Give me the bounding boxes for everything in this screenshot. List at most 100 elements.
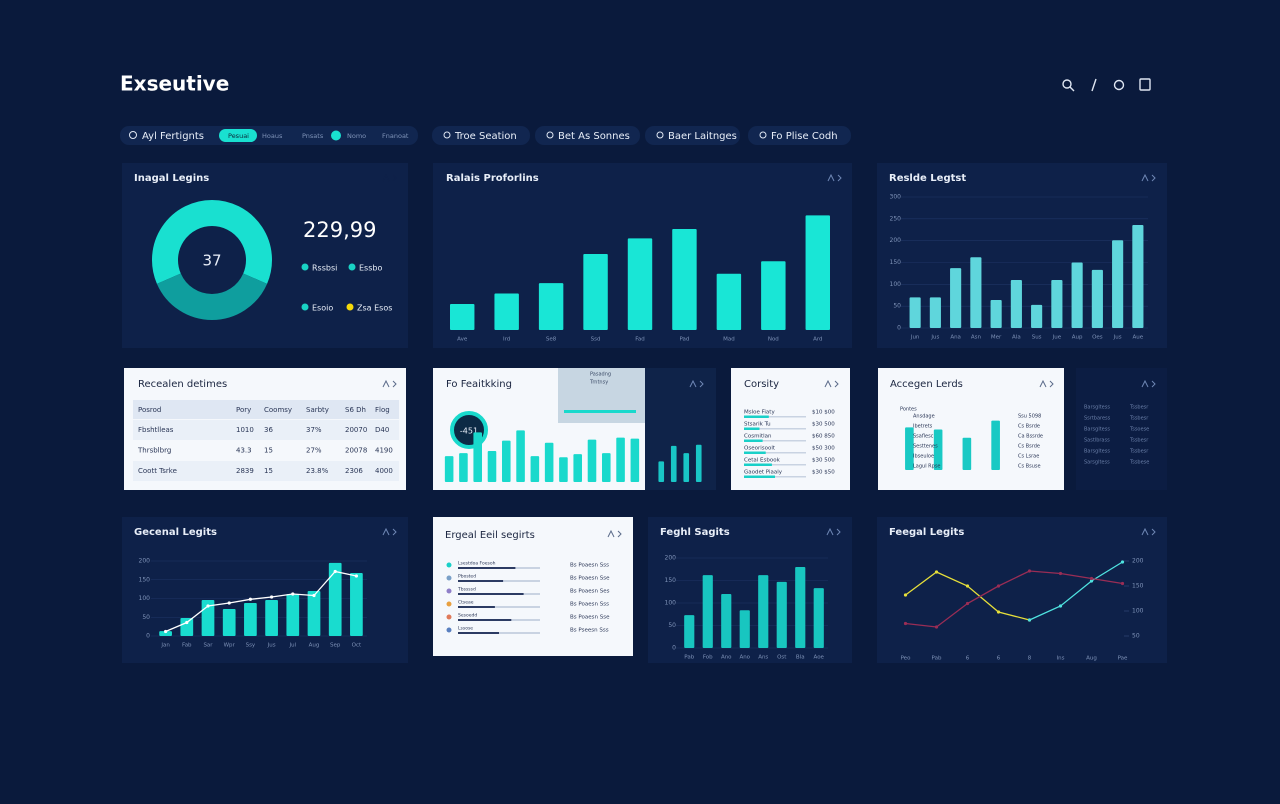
row-label: Ctseae bbox=[458, 600, 474, 606]
progress-bar bbox=[458, 580, 504, 582]
y-tick-label: 150 bbox=[665, 577, 677, 584]
row-value: Ssu 5098 bbox=[1018, 414, 1041, 420]
bar bbox=[909, 297, 921, 328]
progress-bar bbox=[744, 451, 766, 454]
pill-active[interactable] bbox=[219, 129, 257, 142]
x-tick-label: Jus bbox=[930, 335, 939, 341]
x-tick-label: Ano bbox=[721, 655, 732, 661]
filter-button-label[interactable]: Troe Seation bbox=[454, 131, 517, 142]
panel-menu[interactable] bbox=[824, 379, 839, 388]
panel-menu[interactable] bbox=[382, 527, 397, 536]
bar bbox=[559, 457, 568, 482]
save-icon[interactable] bbox=[1139, 78, 1151, 91]
y-tick-label: 100 bbox=[890, 281, 902, 288]
row-value: Bs Poaesn Sss bbox=[570, 602, 609, 608]
bar bbox=[487, 451, 497, 482]
settings-icon[interactable] bbox=[1113, 79, 1125, 91]
line-point bbox=[934, 625, 939, 629]
table-cell: 36 bbox=[264, 426, 273, 434]
x-tick-label: Bla bbox=[796, 655, 805, 661]
line-point bbox=[903, 621, 908, 626]
line-point bbox=[206, 604, 210, 608]
panel-menu[interactable] bbox=[826, 527, 841, 536]
row-label: Lssose bbox=[458, 626, 473, 632]
y-tick-label: 50 bbox=[1132, 633, 1140, 640]
panel-menu[interactable] bbox=[382, 379, 397, 388]
bar bbox=[970, 257, 982, 328]
line-point bbox=[965, 584, 970, 588]
filter-group bbox=[120, 126, 418, 145]
filter-pill[interactable]: Nomo bbox=[347, 132, 366, 140]
filter-pill[interactable]: Hoaus bbox=[262, 132, 283, 140]
legend-swatch bbox=[301, 303, 309, 311]
button-icon bbox=[443, 131, 451, 139]
table-cell: 2839 bbox=[236, 467, 254, 475]
search-field[interactable]: Ayl Fertignts bbox=[142, 131, 204, 142]
x-tick-label: Aug bbox=[309, 643, 320, 649]
bar bbox=[716, 273, 742, 330]
panel-menu[interactable] bbox=[1141, 173, 1156, 182]
row-icon bbox=[446, 575, 452, 581]
panel-menu[interactable] bbox=[607, 529, 622, 538]
bar bbox=[583, 253, 608, 330]
legend-label: Rssbsi bbox=[312, 264, 337, 273]
progress-track bbox=[458, 606, 540, 608]
filter-button-label[interactable]: Baer Laitnges bbox=[668, 131, 737, 142]
kpi-value: 229,99 bbox=[303, 218, 376, 242]
panel-menu[interactable] bbox=[382, 173, 397, 182]
y-tick-label: 150 bbox=[1132, 583, 1144, 590]
legend-label: Esoio bbox=[312, 304, 333, 313]
edit-icon[interactable] bbox=[1091, 78, 1097, 92]
table-row bbox=[133, 461, 399, 481]
filter-button[interactable] bbox=[748, 126, 851, 145]
bar bbox=[905, 427, 914, 470]
progress-bar bbox=[744, 475, 775, 478]
panel-title: Inagal Legins bbox=[134, 173, 209, 184]
line-point bbox=[996, 610, 1001, 614]
filter-pill[interactable]: Fnanoat bbox=[382, 132, 409, 140]
row-label: Ansdage bbox=[913, 414, 935, 420]
search-icon[interactable] bbox=[1062, 79, 1072, 89]
x-tick-label: Pad bbox=[679, 337, 689, 343]
bar bbox=[328, 562, 342, 636]
panel-menu[interactable] bbox=[1141, 379, 1156, 388]
line-point bbox=[1058, 571, 1063, 576]
row-value: Bs Poaesn Sss bbox=[570, 563, 609, 569]
table-cell: 4000 bbox=[375, 467, 393, 475]
side-text: Tssbesr bbox=[1129, 416, 1149, 422]
bar bbox=[180, 618, 194, 636]
row-value: Cs Bsrde bbox=[1018, 444, 1040, 450]
row-label: Sesttenes bbox=[913, 444, 938, 450]
filter-button-label[interactable]: Fo Plise Codh bbox=[771, 131, 838, 142]
panel-title: Ergeal Eeil segirts bbox=[445, 530, 535, 541]
row-value: $30 $50 bbox=[812, 470, 835, 476]
x-tick-label: Ssd bbox=[591, 337, 601, 343]
filter-button-label[interactable]: Bet As Sonnes bbox=[558, 131, 630, 142]
line-point bbox=[291, 592, 295, 596]
filter-button[interactable] bbox=[432, 126, 530, 145]
legend-label: Essbo bbox=[359, 264, 382, 273]
filter-pill[interactable]: Pesuai bbox=[228, 132, 249, 140]
legend-swatch bbox=[301, 263, 309, 271]
toolbar-icons[interactable] bbox=[1062, 78, 1151, 92]
row-icon bbox=[446, 614, 452, 620]
bar bbox=[516, 430, 525, 482]
bar bbox=[450, 303, 475, 330]
line-point bbox=[996, 584, 1001, 588]
filter-button[interactable] bbox=[645, 126, 740, 145]
panel-menu[interactable] bbox=[1039, 379, 1054, 388]
filter-button[interactable] bbox=[535, 126, 640, 145]
x-tick-label: Jun bbox=[910, 335, 920, 341]
row-value: $50 300 bbox=[812, 446, 835, 452]
filter-pill[interactable]: Pnsats bbox=[302, 132, 324, 140]
x-tick-label: Se8 bbox=[546, 337, 557, 343]
panel-menu[interactable] bbox=[827, 173, 842, 182]
table-row bbox=[133, 420, 399, 440]
row-icon bbox=[446, 562, 452, 568]
x-tick-label: Ano bbox=[739, 655, 750, 661]
panel-menu[interactable] bbox=[1141, 527, 1156, 536]
panel-menu[interactable] bbox=[689, 379, 704, 388]
bar bbox=[776, 581, 787, 648]
bar bbox=[265, 600, 278, 636]
